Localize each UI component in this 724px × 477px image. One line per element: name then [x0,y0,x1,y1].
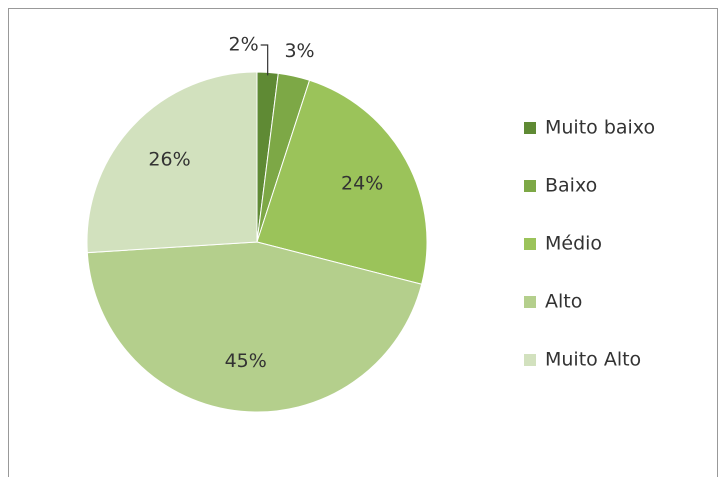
legend-label: Médio [545,233,602,255]
pie-slice [256,79,428,285]
legend-label: Baixo [545,175,597,197]
legend-swatch [524,238,536,250]
legend-swatch [524,122,536,134]
data-label: 24% [341,173,383,195]
pie-slice [86,241,423,413]
leader-line [260,44,269,76]
data-label: 26% [148,148,190,170]
legend-label: Muito Alto [545,349,641,371]
legend-swatch [524,180,536,192]
legend-label: Muito baixo [545,117,655,139]
data-label: 45% [225,350,267,372]
legend-swatch [524,296,536,308]
legend-label: Alto [545,291,582,313]
data-label: 2% [229,34,259,56]
legend-swatch [524,354,536,366]
pie-slice [86,71,258,254]
data-label: 3% [284,40,314,62]
